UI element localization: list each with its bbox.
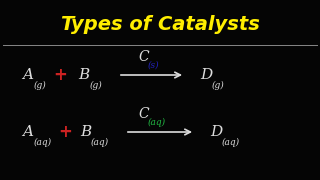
Text: A: A xyxy=(22,125,33,139)
Text: Types of Catalysts: Types of Catalysts xyxy=(60,15,260,35)
Text: (g): (g) xyxy=(34,80,47,90)
Text: (s): (s) xyxy=(148,60,160,69)
Text: C: C xyxy=(138,50,148,64)
Text: +: + xyxy=(53,66,67,84)
Text: A: A xyxy=(22,68,33,82)
Text: +: + xyxy=(58,123,72,141)
Text: D: D xyxy=(200,68,212,82)
Text: (g): (g) xyxy=(90,80,103,90)
Text: B: B xyxy=(80,125,91,139)
Text: (aq): (aq) xyxy=(222,138,240,147)
Text: C: C xyxy=(138,107,148,121)
Text: B: B xyxy=(78,68,89,82)
Text: (g): (g) xyxy=(212,80,225,90)
Text: (aq): (aq) xyxy=(148,117,166,127)
Text: D: D xyxy=(210,125,222,139)
Text: (aq): (aq) xyxy=(91,138,109,147)
Text: (aq): (aq) xyxy=(34,138,52,147)
